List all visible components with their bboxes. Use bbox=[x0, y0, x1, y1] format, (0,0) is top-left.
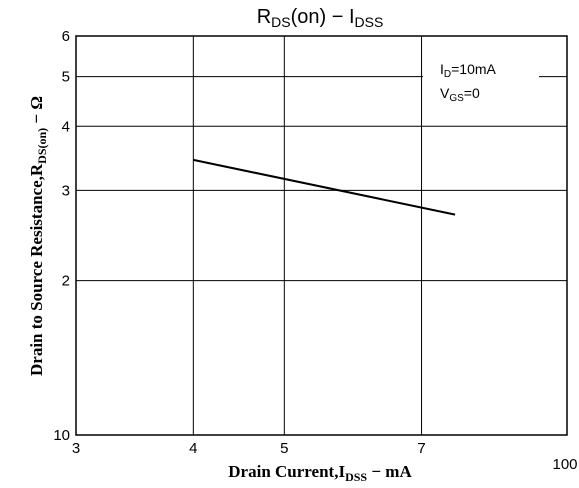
condition-vgs-main: V bbox=[440, 85, 450, 101]
chart-title-main-sub: DS bbox=[271, 14, 290, 30]
condition-id-rest: =10mA bbox=[451, 61, 496, 77]
y-tick-label: 4 bbox=[62, 118, 70, 135]
x-axis-label: Drain Current,IDSS − mA bbox=[228, 462, 412, 484]
condition-vgs: VGS=0 bbox=[440, 85, 480, 104]
y-tick-label: 3 bbox=[62, 182, 70, 199]
x-tick-label: 7 bbox=[417, 440, 425, 457]
condition-id-sub: D bbox=[444, 69, 451, 80]
x-axis-label-main: Drain Current,I bbox=[228, 462, 345, 481]
condition-vgs-sub: GS bbox=[449, 93, 464, 104]
y-axis-label: Drain to Source Resistance,RDS(on) − Ω bbox=[27, 96, 49, 376]
x-tick-label: 4 bbox=[189, 440, 197, 457]
plot-frame bbox=[75, 35, 568, 436]
x-axis-label-unit: − mA bbox=[367, 462, 412, 481]
condition-id-main: I bbox=[440, 61, 444, 77]
y-tick-label: 6 bbox=[62, 28, 70, 45]
chart-title: RDS(on) − IDSS bbox=[257, 6, 384, 30]
y-tick-label: 2 bbox=[62, 273, 70, 290]
chart-title-end-sub: DSS bbox=[355, 14, 384, 30]
series bbox=[193, 158, 456, 216]
grid bbox=[76, 36, 567, 435]
tick-labels: 3 4 5 7 100 10 2 3 4 5 6 bbox=[53, 28, 577, 473]
series-line bbox=[193, 158, 456, 216]
condition-id: ID=10mA bbox=[440, 61, 497, 80]
condition-vgs-rest: =0 bbox=[464, 85, 480, 101]
y-tick-label: 5 bbox=[62, 69, 70, 86]
chart-title-main: R bbox=[257, 6, 271, 28]
y-axis-label-unit: − Ω bbox=[27, 96, 46, 128]
x-tick-label: 100 bbox=[552, 456, 577, 473]
conditions-box bbox=[423, 48, 539, 106]
y-tick-label: 10 bbox=[53, 427, 70, 444]
y-axis-label-main: Drain to Source Resistance,R bbox=[27, 163, 46, 376]
x-axis-label-sub: DSS bbox=[345, 470, 367, 484]
chart-title-mid: (on) − I bbox=[291, 6, 355, 28]
x-tick-label: 5 bbox=[280, 440, 288, 457]
x-tick-label: 3 bbox=[72, 440, 80, 457]
y-axis-label-sub: DS(on) bbox=[35, 128, 49, 164]
